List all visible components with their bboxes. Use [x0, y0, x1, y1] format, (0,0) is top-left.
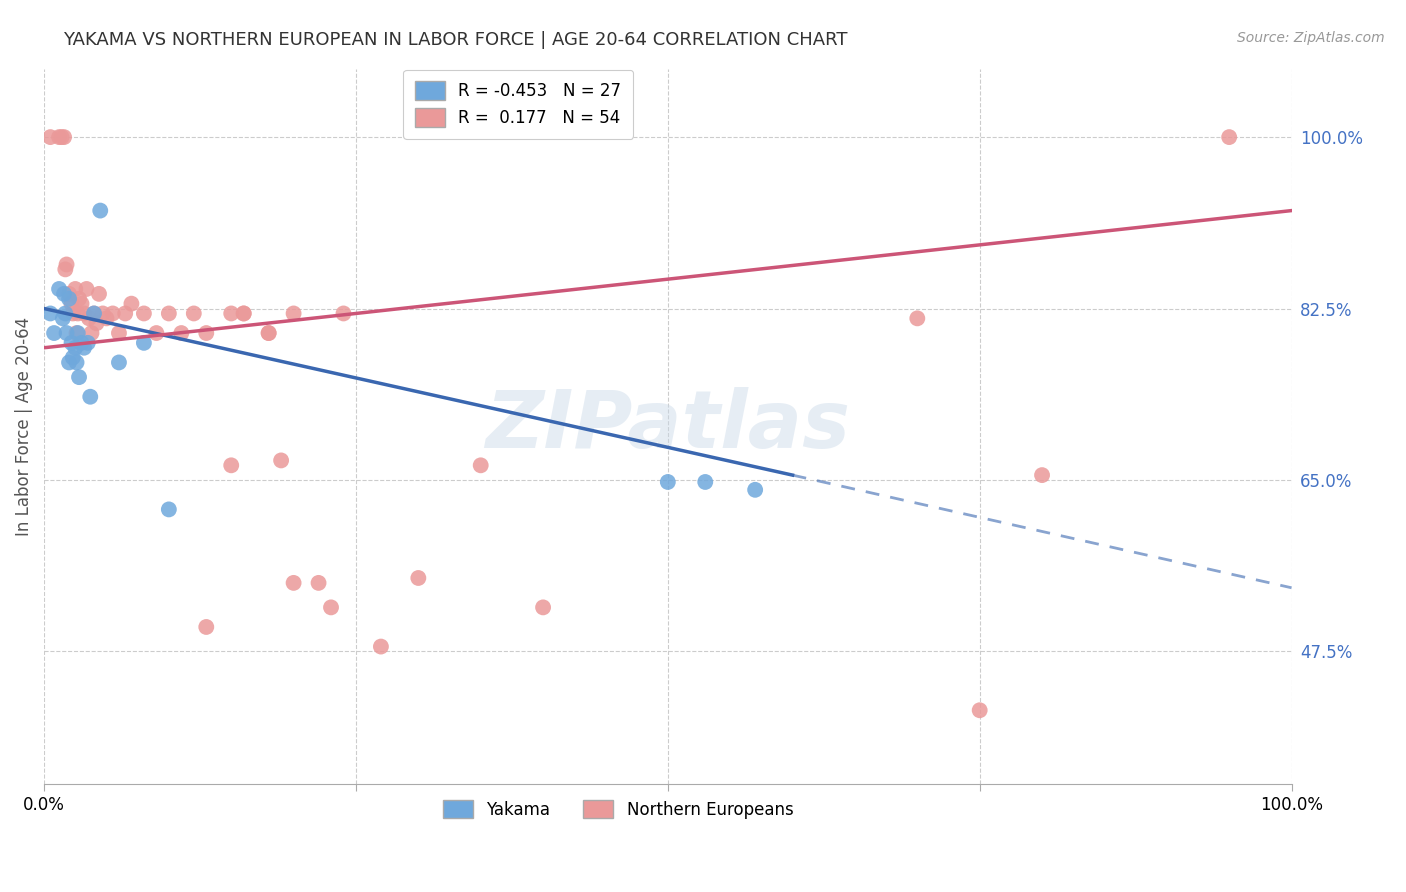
- Point: [905, 311, 928, 326]
- Point: [195, 326, 218, 340]
- Point: [120, 296, 142, 310]
- Text: Source: ZipAtlas.com: Source: ZipAtlas.com: [1237, 31, 1385, 45]
- Point: [53, 262, 76, 277]
- Point: [145, 326, 167, 340]
- Point: [55, 326, 77, 340]
- Point: [48, 130, 70, 145]
- Point: [83, 306, 105, 320]
- Point: [257, 326, 280, 340]
- Point: [51, 130, 73, 145]
- Point: [657, 475, 679, 489]
- Point: [60, 296, 83, 310]
- Y-axis label: In Labor Force | Age 20-64: In Labor Force | Age 20-64: [15, 317, 32, 536]
- Legend: Yakama, Northern Europeans: Yakama, Northern Europeans: [436, 794, 800, 825]
- Point: [65, 341, 87, 355]
- Point: [39, 306, 62, 320]
- Point: [96, 311, 118, 326]
- Point: [80, 326, 103, 340]
- Point: [232, 306, 254, 320]
- Point: [79, 390, 101, 404]
- Point: [270, 453, 292, 467]
- Point: [58, 292, 80, 306]
- Point: [695, 475, 717, 489]
- Point: [60, 335, 83, 350]
- Point: [183, 306, 205, 320]
- Point: [89, 203, 111, 218]
- Point: [132, 335, 155, 350]
- Point: [76, 282, 98, 296]
- Point: [283, 306, 305, 320]
- Point: [39, 130, 62, 145]
- Point: [114, 306, 136, 320]
- Point: [108, 326, 131, 340]
- Point: [62, 351, 84, 365]
- Point: [53, 306, 76, 320]
- Point: [66, 306, 89, 320]
- Point: [58, 286, 80, 301]
- Point: [73, 341, 96, 355]
- Point: [67, 370, 90, 384]
- Point: [408, 571, 430, 585]
- Point: [1218, 130, 1240, 145]
- Point: [1031, 468, 1053, 483]
- Point: [70, 335, 93, 350]
- Point: [744, 483, 766, 497]
- Point: [969, 703, 991, 717]
- Point: [62, 306, 84, 320]
- Point: [73, 306, 96, 320]
- Point: [157, 502, 180, 516]
- Point: [67, 292, 90, 306]
- Point: [132, 306, 155, 320]
- Point: [157, 306, 180, 320]
- Text: YAKAMA VS NORTHERN EUROPEAN IN LABOR FORCE | AGE 20-64 CORRELATION CHART: YAKAMA VS NORTHERN EUROPEAN IN LABOR FOR…: [63, 31, 848, 49]
- Point: [319, 600, 342, 615]
- Point: [108, 355, 131, 369]
- Point: [70, 296, 93, 310]
- Point: [86, 316, 108, 330]
- Point: [58, 355, 80, 369]
- Point: [308, 575, 330, 590]
- Point: [283, 575, 305, 590]
- Point: [470, 458, 492, 473]
- Point: [65, 355, 87, 369]
- Point: [219, 458, 242, 473]
- Point: [219, 306, 242, 320]
- Point: [65, 326, 87, 340]
- Point: [195, 620, 218, 634]
- Point: [101, 306, 124, 320]
- Point: [531, 600, 554, 615]
- Point: [370, 640, 392, 654]
- Point: [42, 326, 65, 340]
- Text: ZIPatlas: ZIPatlas: [485, 387, 851, 465]
- Point: [83, 306, 105, 320]
- Point: [87, 286, 110, 301]
- Point: [66, 326, 89, 340]
- Point: [170, 326, 193, 340]
- Point: [48, 282, 70, 296]
- Point: [77, 311, 100, 326]
- Point: [232, 306, 254, 320]
- Point: [52, 311, 75, 326]
- Point: [332, 306, 354, 320]
- Point: [65, 282, 87, 296]
- Point: [53, 130, 76, 145]
- Point: [55, 257, 77, 271]
- Point: [53, 286, 76, 301]
- Point: [76, 335, 98, 350]
- Point: [91, 306, 114, 320]
- Point: [257, 326, 280, 340]
